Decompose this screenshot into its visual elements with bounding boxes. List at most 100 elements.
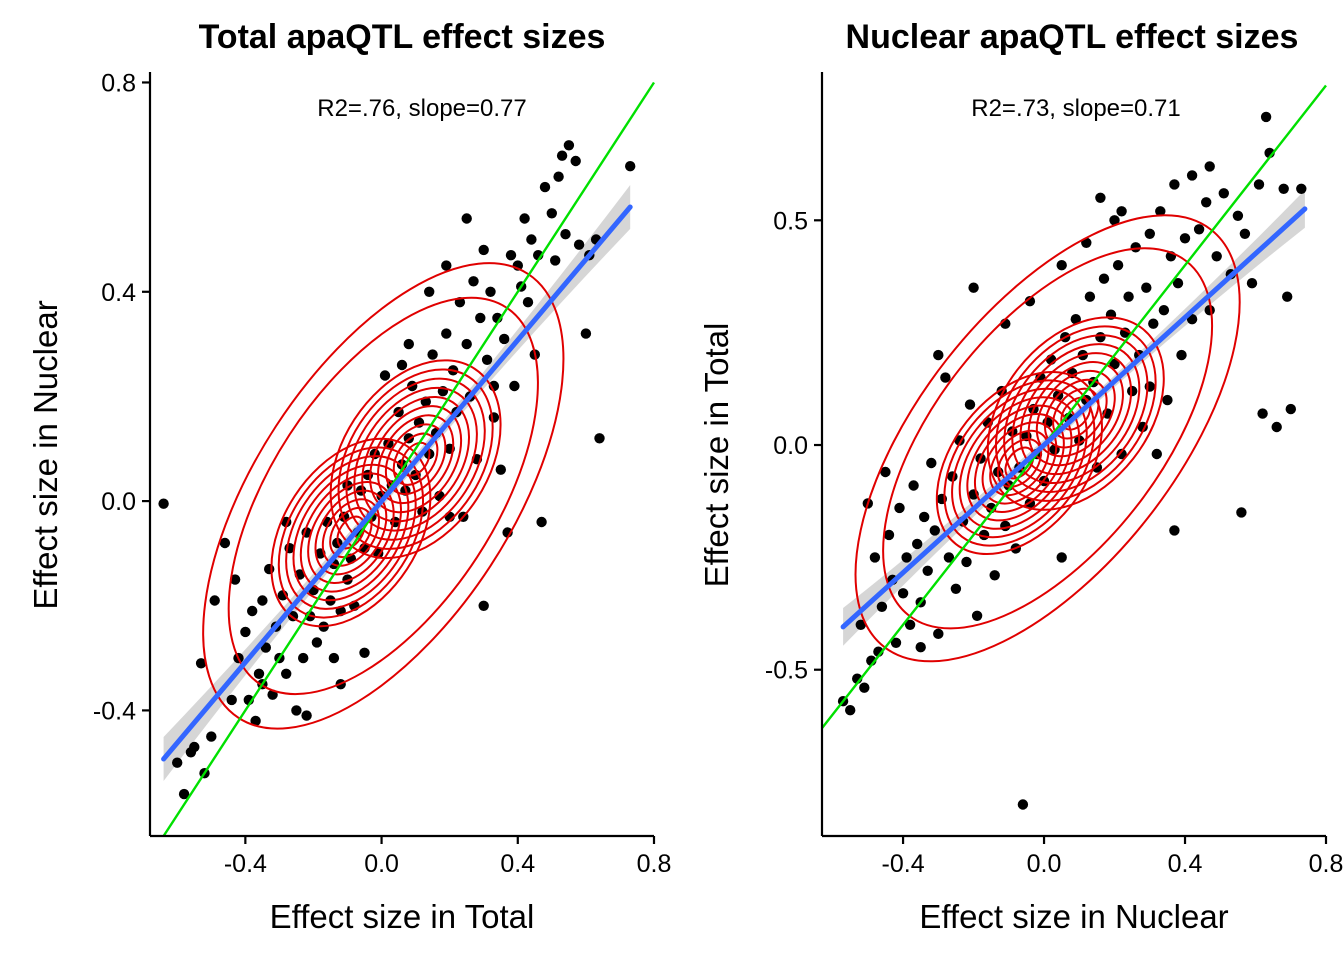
data-point xyxy=(933,349,944,361)
data-point xyxy=(1112,260,1124,271)
data-point xyxy=(594,433,605,444)
data-point xyxy=(1109,215,1120,226)
data-point xyxy=(1024,296,1036,307)
data-point xyxy=(362,469,374,481)
contour-line xyxy=(1043,378,1108,449)
identity-line xyxy=(821,84,1327,729)
data-point xyxy=(1285,403,1297,415)
data-point xyxy=(922,565,933,576)
contour-line xyxy=(854,214,1241,663)
data-point xyxy=(1109,358,1120,370)
x-tick-label: 0.0 xyxy=(364,850,399,878)
data-point xyxy=(158,498,169,509)
y-tick-label: 0.0 xyxy=(773,432,808,460)
data-point xyxy=(226,694,237,706)
x-tick-label: -0.4 xyxy=(882,850,925,878)
contour-line xyxy=(951,387,1088,539)
data-point xyxy=(556,150,568,161)
data-point xyxy=(1148,318,1159,329)
data-point xyxy=(1127,385,1138,397)
data-point xyxy=(929,525,940,536)
x-tick-label: 0.0 xyxy=(1027,850,1062,878)
stats-annotation: R2=.76, slope=0.77 xyxy=(317,95,527,122)
data-point xyxy=(926,457,937,469)
data-point xyxy=(943,552,955,563)
data-point xyxy=(505,250,517,261)
data-point xyxy=(441,328,452,339)
chart-title: Nuclear apaQTL effect sizes xyxy=(846,18,1299,56)
contour-line xyxy=(1011,343,1141,485)
fit-lines-layer xyxy=(161,81,656,837)
x-tick-label: 0.8 xyxy=(1309,850,1344,878)
data-point xyxy=(855,619,866,630)
contour-line xyxy=(270,437,432,628)
data-point xyxy=(1123,291,1134,302)
data-point xyxy=(1236,507,1247,518)
contour-line xyxy=(384,423,447,495)
data-point xyxy=(328,652,340,664)
data-point xyxy=(1056,260,1067,271)
data-point xyxy=(546,208,557,219)
data-point xyxy=(172,757,183,768)
data-point xyxy=(894,502,905,514)
data-point xyxy=(563,140,575,151)
data-point xyxy=(933,628,944,639)
data-point xyxy=(1218,188,1230,199)
data-point xyxy=(1271,421,1282,433)
data-point xyxy=(481,354,493,365)
regression-line xyxy=(840,206,1308,630)
data-point xyxy=(901,552,912,563)
data-point xyxy=(570,155,581,167)
data-point xyxy=(845,705,856,716)
fit-lines-layer xyxy=(821,84,1327,729)
y-axis-ticks: -0.4 0.0 0.4 0.8 xyxy=(93,70,150,725)
data-point xyxy=(1211,251,1222,262)
x-axis-title: Effect size in Total xyxy=(270,898,535,935)
data-point xyxy=(1084,291,1096,302)
data-point xyxy=(961,556,972,568)
contour-line xyxy=(277,446,425,619)
contour-line xyxy=(376,414,455,505)
data-point xyxy=(1296,183,1307,194)
data-point xyxy=(1169,525,1180,536)
data-point xyxy=(526,234,537,245)
data-point xyxy=(1179,233,1191,244)
data-point xyxy=(253,668,265,679)
data-point xyxy=(859,682,870,693)
chart-panel-nuclear: Nuclear apaQTL effect sizes R2=.73, slop… xyxy=(698,18,1343,935)
data-point xyxy=(509,380,520,392)
data-point xyxy=(1278,183,1289,194)
x-tick-label: -0.4 xyxy=(224,850,267,878)
data-point xyxy=(1253,179,1265,190)
data-point xyxy=(1095,332,1106,343)
data-point xyxy=(359,647,370,658)
data-point xyxy=(522,297,534,308)
data-point xyxy=(1155,206,1166,217)
data-point xyxy=(478,244,489,256)
data-point xyxy=(1151,448,1163,460)
data-point xyxy=(478,600,489,611)
data-point xyxy=(229,574,241,585)
data-point xyxy=(291,705,302,716)
y-axis-title: Effect size in Total xyxy=(698,323,735,588)
contour-line xyxy=(882,247,1214,630)
identity-line xyxy=(162,81,656,837)
contour-line xyxy=(361,395,470,523)
data-point xyxy=(1017,799,1029,810)
stats-annotation: R2=.73, slope=0.71 xyxy=(971,95,1181,122)
data-point xyxy=(424,286,435,297)
data-point xyxy=(298,652,309,664)
data-point xyxy=(195,658,207,669)
data-point xyxy=(461,213,472,224)
data-point xyxy=(971,610,983,621)
data-point xyxy=(488,412,500,423)
data-point xyxy=(189,741,200,753)
data-point xyxy=(1116,448,1127,460)
data-point xyxy=(1130,242,1141,253)
data-point xyxy=(1186,170,1198,181)
data-point xyxy=(897,588,909,599)
contour-line xyxy=(227,296,539,696)
data-point xyxy=(519,213,530,224)
contour-line xyxy=(1003,334,1149,493)
